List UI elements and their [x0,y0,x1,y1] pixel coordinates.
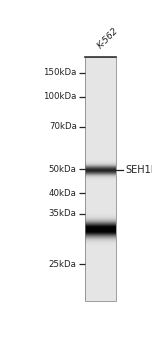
Text: 50kDa: 50kDa [49,165,77,174]
Text: K-562: K-562 [96,26,121,50]
Text: 35kDa: 35kDa [49,209,77,218]
Text: 25kDa: 25kDa [49,260,77,269]
Bar [85,57,116,301]
Text: 100kDa: 100kDa [43,92,77,101]
Text: 150kDa: 150kDa [43,69,77,77]
Text: SEH1L: SEH1L [125,165,152,175]
Text: 70kDa: 70kDa [49,122,77,131]
Text: 40kDa: 40kDa [49,189,77,198]
